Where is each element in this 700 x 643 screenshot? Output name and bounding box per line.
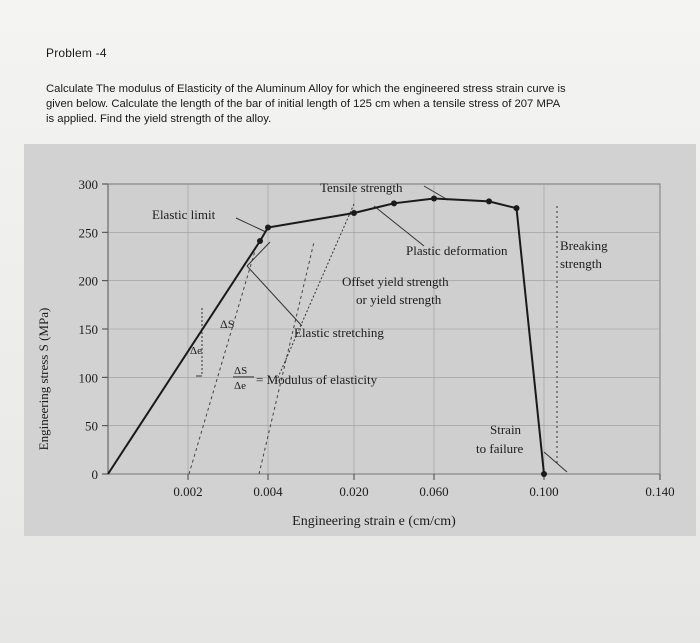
stress-strain-figure: 300 250 200 150 100 50 0 0.002 0.004 0.020 0.060 0…	[24, 144, 696, 536]
elastic-limit-pointer	[235, 217, 267, 233]
y-tick-label: 100	[79, 370, 99, 385]
x-axis-title: Engineering strain e (cm/cm)	[292, 514, 456, 529]
offset-yield-line	[275, 203, 355, 383]
y-tick-label: 200	[79, 274, 99, 289]
x-tick-label: 0.002	[173, 484, 202, 499]
y-tick-label: 50	[85, 419, 98, 434]
curve-point	[391, 200, 397, 207]
curve-markers	[257, 195, 547, 477]
y-tick-label: 300	[79, 177, 99, 192]
curve-point	[351, 210, 357, 216]
delta-s-label: ΔS	[220, 317, 234, 331]
elastic-stretching-pointer-b	[246, 265, 303, 327]
x-tick-label: 0.140	[645, 484, 674, 499]
tensile-strength-label: Tensile strength	[320, 180, 403, 195]
y-tick-label: 150	[79, 322, 99, 337]
strain-to-failure-label-2: to failure	[476, 441, 524, 456]
problem-line-3: is applied. Find the yield strength of t…	[46, 113, 272, 125]
x-tick-label: 0.100	[529, 484, 558, 499]
problem-line-2: given below. Calculate the length of the…	[46, 98, 561, 110]
tensile-strength-pointer	[423, 185, 449, 201]
offset-yield-label-2: or yield strength	[356, 292, 442, 307]
breaking-strength-label-1: Breaking	[560, 238, 608, 253]
y-tick-labels: 300 250 200 150 100 50 0	[79, 177, 108, 482]
y-tick-label: 0	[92, 467, 99, 482]
problem-line-1: Calculate The modulus of Elasticity of t…	[46, 83, 566, 95]
curve-point	[257, 238, 263, 245]
grid-lines	[108, 183, 661, 475]
plastic-deformation-label: Plastic deformation	[406, 243, 508, 258]
curve-point	[513, 205, 520, 212]
elastic-stretching-pointer-a	[246, 241, 271, 267]
offset-yield-label-1: Offset yield strength	[342, 274, 449, 289]
x-tick-label: 0.004	[253, 484, 283, 499]
offset-line-1	[188, 243, 258, 475]
y-axis-title: Engineering stress S (MPa)	[36, 308, 51, 451]
y-tick-label: 250	[79, 225, 99, 240]
strain-to-failure-pointer	[543, 451, 568, 473]
problem-statement: Calculate The modulus of Elasticity of t…	[46, 82, 646, 127]
x-tick-label: 0.020	[339, 484, 368, 499]
breaking-strength-label-2: strength	[560, 256, 602, 271]
curve-point	[431, 195, 437, 202]
modulus-label: = Modulus of elasticity	[256, 372, 378, 387]
curve-point	[265, 224, 271, 231]
modulus-numerator: ΔS	[234, 365, 247, 377]
plastic-deformation-pointer	[373, 205, 425, 247]
modulus-denominator: Δe	[234, 380, 246, 392]
curve-point	[486, 198, 492, 205]
x-tick-labels: 0.002 0.004 0.020 0.060 0.100 0.140	[173, 474, 675, 499]
delta-e-label: Δe	[190, 345, 202, 357]
curve-point	[541, 471, 547, 477]
offset-line-2	[258, 241, 315, 475]
x-tick-label: 0.060	[419, 484, 448, 499]
elastic-stretching-label: Elastic stretching	[294, 325, 384, 340]
elastic-limit-label: Elastic limit	[152, 207, 216, 222]
problem-title: Problem -4	[46, 46, 107, 60]
strain-to-failure-label-1: Strain	[490, 422, 522, 437]
